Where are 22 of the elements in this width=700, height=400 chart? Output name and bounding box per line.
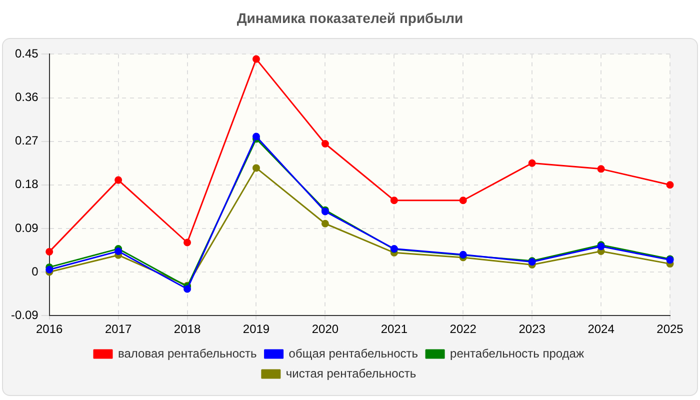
x-tick-label: 2023: [518, 322, 546, 336]
y-tick-label: 0.09: [14, 220, 39, 235]
legend-label: чистая рентабельность: [286, 366, 416, 380]
y-tick-label: 0.36: [14, 90, 39, 104]
legend-label: валовая рентабельность: [118, 346, 257, 360]
x-tick-label: 2020: [312, 322, 339, 336]
x-tick-label: 2025: [656, 322, 684, 336]
x-tick-label: 2019: [242, 322, 270, 336]
x-tick-label: 2017: [104, 322, 132, 336]
y-tick-label: 0.27: [14, 134, 39, 148]
legend-label: общая рентабельность: [288, 346, 418, 360]
x-tick-label: 2021: [380, 322, 408, 336]
y-tick-label: -0.09: [10, 308, 39, 322]
y-tick-label: 0: [32, 264, 39, 278]
x-tick-label: 2016: [36, 322, 64, 336]
x-tick-label: 2022: [450, 322, 477, 336]
x-tick-label: 2024: [588, 322, 615, 336]
x-tick-label: 2018: [174, 322, 201, 336]
y-tick-label: 0.45: [14, 46, 39, 61]
legend-label: рентабельность продаж: [450, 346, 584, 360]
y-tick-label: 0.18: [14, 177, 39, 192]
chart-title: Динамика показателей прибыли: [236, 10, 464, 26]
